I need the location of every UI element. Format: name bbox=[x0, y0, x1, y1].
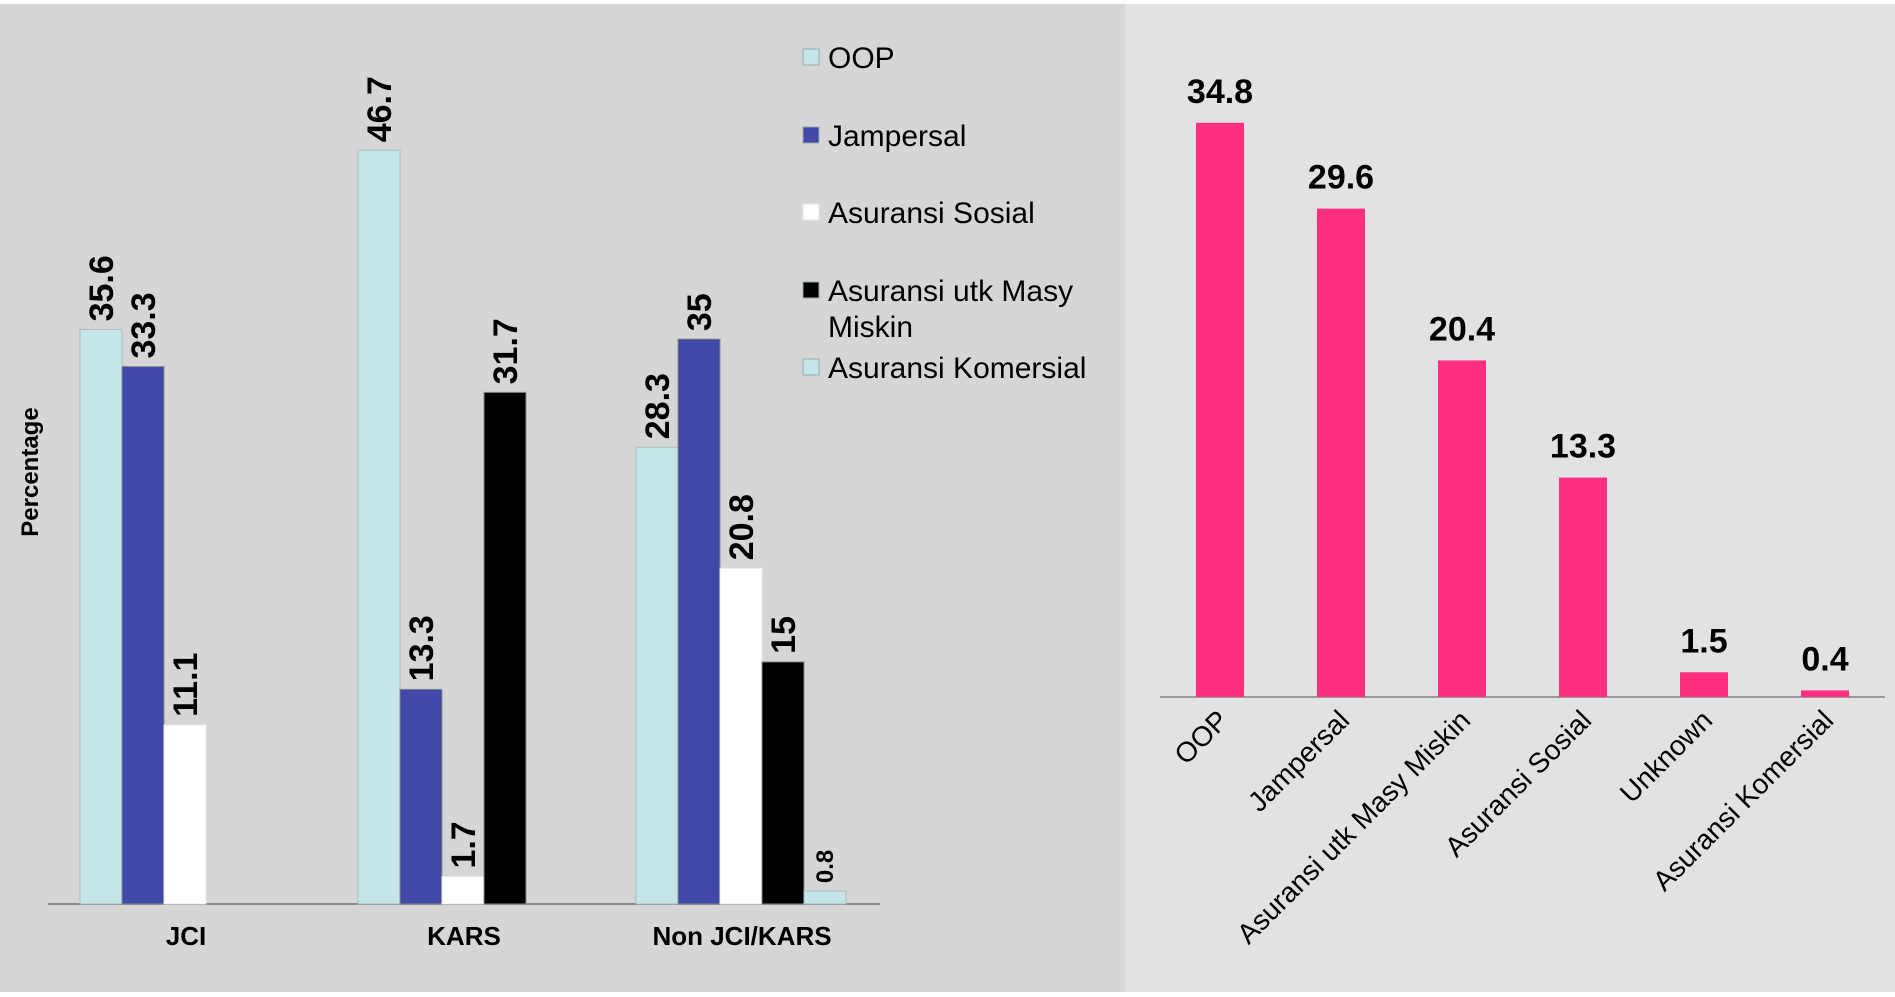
value-label-unknown: 1.5 bbox=[1680, 622, 1727, 660]
bar-asuransi-utk-masy-miskin-non-jci-kars bbox=[761, 661, 805, 905]
value-label-jampersal: 29.6 bbox=[1308, 159, 1374, 197]
value-label-asuransi-utk-masy-miskin-kars: 31.7 bbox=[487, 318, 525, 384]
bar-jampersal-kars bbox=[399, 688, 443, 905]
legend-label-asuransi-utk-masy-miskin: Asuransi utk Masy Miskin bbox=[828, 275, 1073, 344]
right-plot-background bbox=[1125, 4, 1895, 992]
value-label-asuransi-komersial: 0.4 bbox=[1801, 640, 1848, 678]
category-label-kars: KARS bbox=[427, 921, 501, 951]
legend-swatch-oop bbox=[802, 48, 820, 66]
bar-oop-jci bbox=[79, 328, 123, 905]
value-label-oop: 34.8 bbox=[1187, 73, 1253, 111]
bar-jampersal bbox=[1317, 208, 1365, 697]
category-label-jci: JCI bbox=[166, 921, 206, 951]
legend-label-oop: OOP bbox=[828, 42, 895, 75]
legend-label-jampersal: Jampersal bbox=[828, 120, 966, 153]
legend-label-asuransi-komersial: Asuransi Komersial bbox=[828, 352, 1086, 385]
value-label-asuransi-sosial-non-jci-kars: 20.8 bbox=[723, 494, 761, 560]
legend-swatch-asuransi-komersial bbox=[802, 358, 820, 376]
legend-swatch-asuransi-utk-masy-miskin bbox=[802, 281, 820, 299]
value-label-oop-kars: 46.7 bbox=[361, 76, 399, 142]
left-chart: Percentage 35.6 46.7 28.3 33.3 13.3 35 11.1 1.7 2… bbox=[0, 4, 1125, 992]
value-label-asuransi-komersial-non-jci-kars: 0.8 bbox=[812, 850, 839, 883]
bar-oop-non-jci-kars bbox=[635, 446, 679, 905]
value-label-oop-jci: 35.6 bbox=[83, 255, 121, 321]
value-label-asuransi-sosial-kars: 1.7 bbox=[445, 821, 483, 868]
value-label-jampersal-kars: 13.3 bbox=[403, 615, 441, 681]
bar-asuransi-sosial bbox=[1559, 477, 1607, 697]
value-label-jampersal-jci: 33.3 bbox=[125, 292, 163, 358]
bar-oop-kars bbox=[357, 149, 401, 905]
bar-unknown bbox=[1680, 672, 1728, 697]
value-label-asuransi-sosial: 13.3 bbox=[1550, 428, 1616, 466]
legend-swatch-asuransi-sosial bbox=[802, 203, 820, 221]
value-label-asuransi-utk-masy-miskin: 20.4 bbox=[1429, 310, 1495, 348]
bar-jampersal-jci bbox=[121, 366, 165, 905]
bar-asuransi-komersial-non-jci-kars bbox=[803, 890, 847, 905]
legend-swatch-jampersal bbox=[802, 126, 820, 144]
bar-asuransi-utk-masy-miskin bbox=[1438, 360, 1486, 697]
value-label-oop-non-jci-kars: 28.3 bbox=[639, 373, 677, 439]
bar-asuransi-komersial bbox=[1801, 690, 1849, 697]
left-y-axis-title: Percentage bbox=[17, 407, 44, 536]
category-label-non-jci-kars: Non JCI/KARS bbox=[652, 921, 831, 951]
value-label-jampersal-non-jci-kars: 35 bbox=[681, 293, 719, 331]
bar-asuransi-sosial-non-jci-kars bbox=[719, 567, 763, 905]
value-label-asuransi-sosial-jci: 11.1 bbox=[167, 653, 205, 717]
bar-asuransi-sosial-jci bbox=[163, 724, 207, 905]
bar-jampersal-non-jci-kars bbox=[677, 338, 721, 905]
bar-asuransi-utk-masy-miskin-kars bbox=[483, 391, 527, 905]
value-label-asuransi-utk-masy-miskin-non-jci-kars: 15 bbox=[765, 616, 803, 654]
bar-asuransi-sosial-kars bbox=[441, 876, 485, 905]
legend-label-asuransi-sosial: Asuransi Sosial bbox=[828, 197, 1035, 230]
bar-oop bbox=[1196, 122, 1244, 698]
